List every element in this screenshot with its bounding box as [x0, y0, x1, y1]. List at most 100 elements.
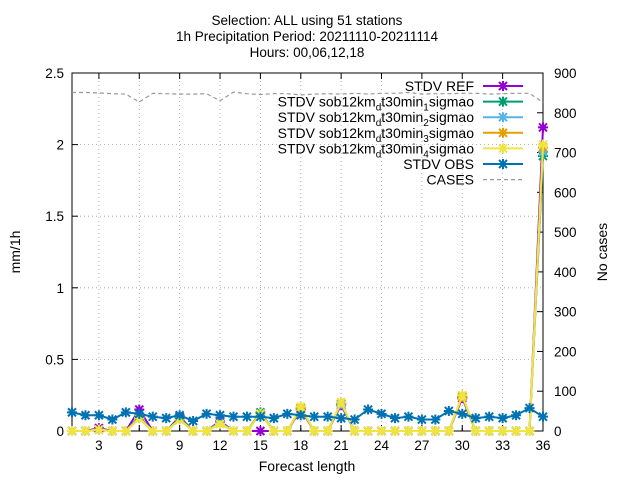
y-tick-label: 0 — [56, 424, 64, 439]
data-point — [363, 404, 374, 415]
chart-hours: Hours: 00,06,12,18 — [250, 45, 365, 60]
y-tick-label: 0.5 — [45, 352, 64, 367]
data-point — [80, 410, 91, 421]
x-tick-label: 33 — [495, 438, 510, 453]
legend-label-stdv-ref: STDV REF — [405, 78, 474, 94]
data-point — [255, 411, 266, 422]
data-point — [282, 408, 293, 419]
chart-title: Selection: ALL using 51 stations — [212, 13, 403, 28]
data-point — [255, 426, 266, 436]
data-point — [389, 413, 400, 424]
y-axis-label: mm/1h — [7, 231, 23, 274]
data-point — [188, 415, 199, 426]
y-tick-label: 2 — [56, 138, 64, 153]
data-point — [147, 411, 158, 422]
legend-marker-stdv-sob12kmdt30min3sigmao — [498, 127, 508, 138]
data-point — [93, 424, 104, 435]
series-layer — [67, 91, 548, 436]
legend-marker-stdv-sob12kmdt30min2sigmao — [498, 112, 508, 123]
plot-frame — [71, 72, 544, 432]
series-stdv-sob12kmdt30min2sigmao — [67, 146, 548, 436]
data-point — [443, 405, 454, 416]
y2-tick-label: 500 — [554, 225, 577, 240]
x-tick-label: 6 — [136, 438, 144, 453]
y2-tick-label: 600 — [554, 185, 577, 200]
data-point — [511, 426, 522, 436]
axes: 3 6 9 12 15 18 21 24 27 30 33 3600.511.522.50100200… — [45, 66, 576, 453]
data-point — [282, 426, 293, 436]
data-point — [416, 414, 427, 425]
y2-tick-label: 900 — [554, 66, 577, 81]
x-tick-label: 36 — [535, 438, 550, 453]
y-tick-label: 2.5 — [45, 66, 64, 81]
data-point — [268, 413, 279, 424]
data-point — [295, 410, 306, 421]
data-point — [430, 426, 441, 436]
legend-marker-stdv-ref — [498, 81, 508, 91]
chart-subtitle: 1h Precipitation Period: 20211110-202111… — [176, 29, 438, 44]
series-line — [72, 156, 544, 432]
data-point — [107, 414, 118, 425]
data-point — [174, 410, 185, 421]
x-tick-label: 3 — [95, 438, 103, 453]
legend-marker-stdv-obs — [498, 159, 508, 169]
y-tick-label: 1.5 — [45, 209, 64, 224]
y2-tick-label: 200 — [554, 344, 577, 359]
data-point — [349, 414, 360, 425]
data-point — [188, 426, 199, 436]
data-point — [403, 426, 414, 436]
data-point — [349, 426, 360, 436]
data-point — [228, 426, 239, 436]
data-point — [309, 411, 320, 422]
data-point — [67, 407, 77, 418]
y2-tick-label: 400 — [554, 265, 577, 280]
y2-axis-label: No cases — [594, 223, 610, 281]
data-point — [201, 408, 212, 419]
legend-label-stdv-obs: STDV OBS — [403, 156, 474, 172]
legend-label-stdv-sob12kmdt30min3sigmao: STDV sob12kmdt30min3sigmao — [278, 125, 475, 145]
data-point — [120, 407, 131, 418]
y2-tick-label: 0 — [554, 424, 562, 439]
series-line — [72, 147, 544, 432]
series-line — [72, 151, 544, 432]
data-point — [336, 397, 347, 408]
data-point — [295, 401, 306, 412]
series-stdv-obs — [67, 403, 548, 426]
series-stdv-sob12kmdt30min4sigmao — [67, 139, 548, 436]
data-point — [147, 426, 158, 436]
data-point — [443, 426, 454, 436]
x-axis-label: Forecast length — [259, 458, 356, 474]
series-cases — [72, 91, 544, 103]
x-tick-label: 18 — [293, 438, 308, 453]
data-point — [241, 411, 252, 422]
data-point — [389, 426, 400, 436]
y2-tick-label: 800 — [554, 106, 577, 121]
data-point — [416, 426, 427, 436]
legend-label-stdv-sob12kmdt30min4sigmao: STDV sob12kmdt30min4sigmao — [278, 140, 475, 160]
data-point — [161, 426, 172, 436]
x-tick-label: 27 — [414, 438, 429, 453]
legend-label-stdv-sob12kmdt30min2sigmao: STDV sob12kmdt30min2sigmao — [278, 109, 475, 129]
data-point — [524, 403, 535, 414]
data-point — [322, 426, 333, 436]
y2-tick-label: 100 — [554, 384, 577, 399]
data-point — [376, 426, 387, 436]
legend-marker-stdv-sob12kmdt30min4sigmao — [498, 143, 508, 154]
data-point — [457, 390, 468, 401]
data-point — [538, 411, 548, 422]
data-point — [241, 426, 252, 436]
data-point — [376, 408, 387, 419]
y-tick-label: 1 — [56, 281, 64, 296]
data-point — [484, 426, 495, 436]
y2-tick-label: 300 — [554, 305, 577, 320]
x-tick-label: 21 — [334, 438, 349, 453]
data-point — [134, 408, 145, 419]
data-point — [336, 413, 347, 424]
data-point — [215, 410, 226, 421]
data-point — [309, 426, 320, 436]
data-point — [67, 426, 77, 436]
data-point — [215, 418, 226, 429]
x-tick-label: 15 — [253, 438, 268, 453]
data-point — [484, 411, 495, 422]
